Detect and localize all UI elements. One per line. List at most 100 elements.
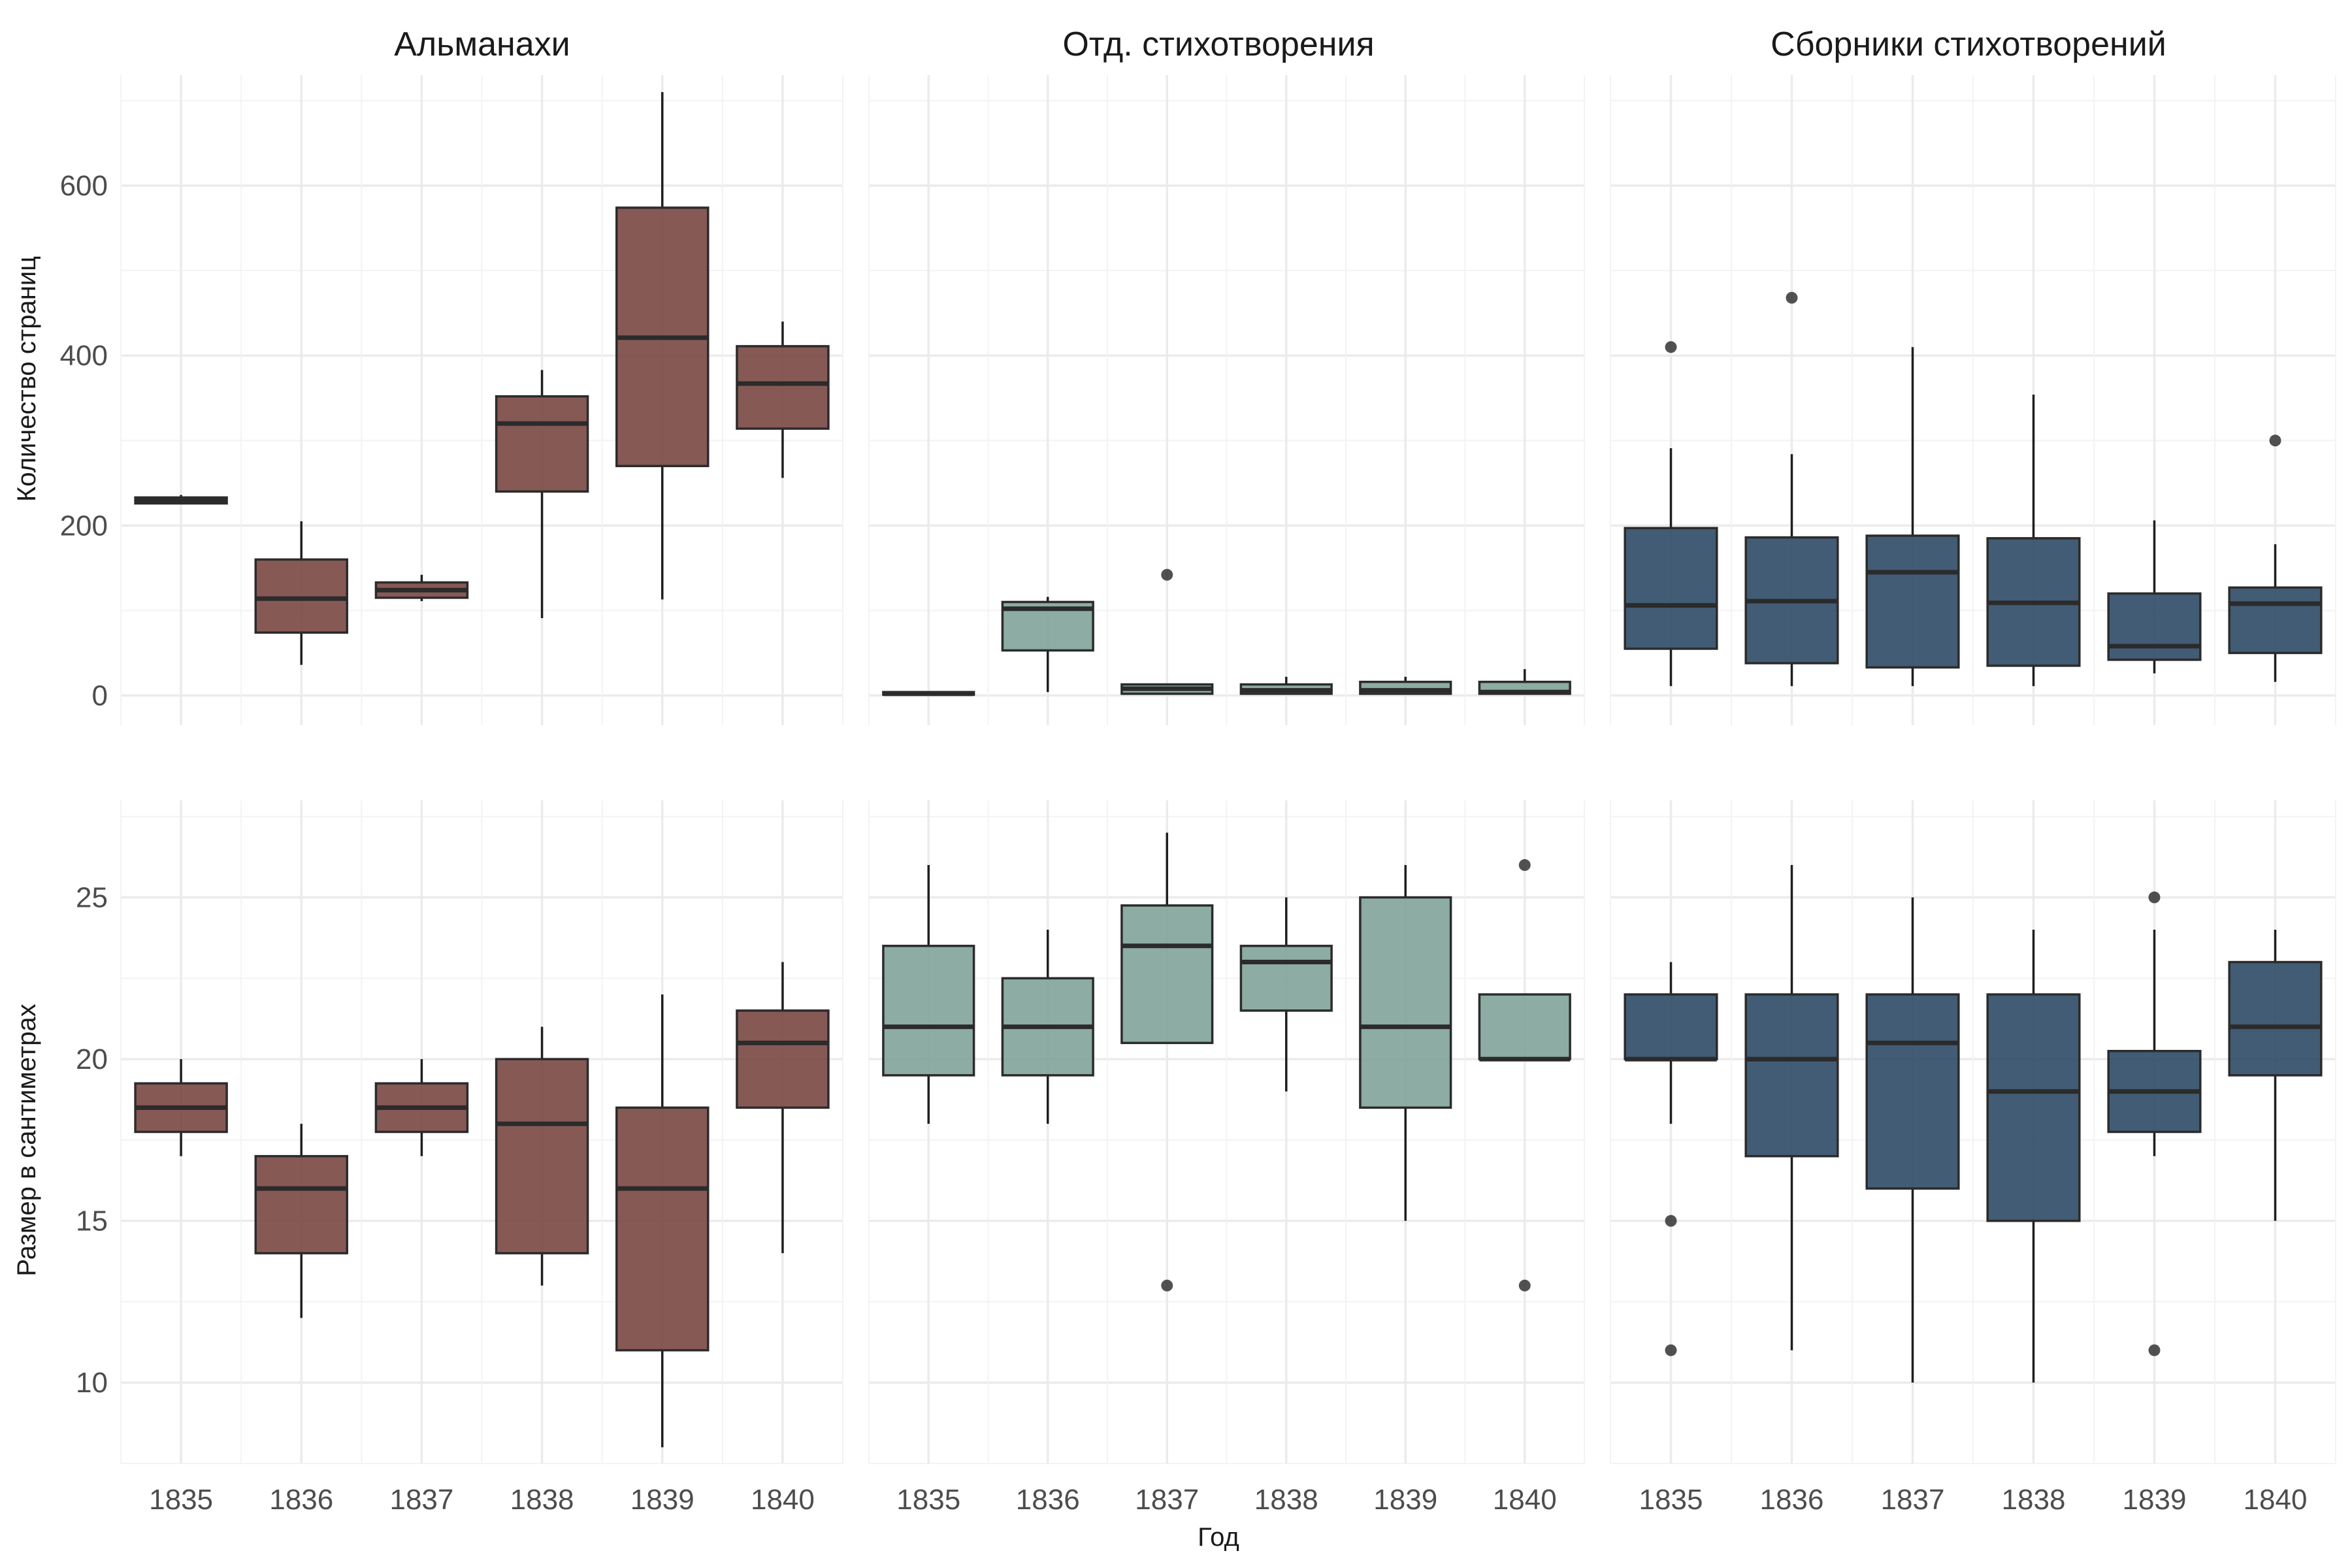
iqr-box [495, 1058, 589, 1254]
iqr-box [615, 1106, 710, 1352]
y-tick-label: 600 [60, 170, 108, 202]
box-1839 [1359, 865, 1452, 1221]
iqr-box [882, 945, 975, 1077]
box-1839 [2107, 520, 2202, 674]
box-1839 [1359, 676, 1452, 695]
marks-layer [134, 92, 2323, 1448]
y-axis-title-size: Размер в сантиметрах [12, 1004, 41, 1276]
iqr-box [495, 395, 589, 493]
iqr-box [1359, 896, 1452, 1109]
outlier-point [1518, 859, 1531, 872]
x-tick-label: 1838 [1254, 1484, 1318, 1516]
outlier-point [1786, 291, 1798, 304]
box-1840 [2228, 930, 2323, 1221]
outlier-point [2148, 1344, 2161, 1356]
x-tick-label: 1835 [1639, 1484, 1703, 1516]
iqr-box [736, 1009, 830, 1109]
x-tick-label: 1837 [389, 1484, 453, 1516]
box-1840 [736, 962, 830, 1254]
box-1836 [1001, 930, 1094, 1124]
box-1838 [495, 370, 589, 619]
box-1839 [615, 92, 710, 600]
box-1835 [1624, 341, 1718, 687]
x-tick-label: 1839 [2123, 1484, 2187, 1516]
box-1835 [882, 691, 975, 696]
x-tick-label: 1840 [1493, 1484, 1557, 1516]
x-tick-label: 1835 [149, 1484, 213, 1516]
facet-title-single-poems: Отд. стихотворения [1062, 25, 1374, 63]
box-1837 [374, 1059, 469, 1156]
box-1835 [1624, 962, 1718, 1356]
box-1836 [1744, 865, 1839, 1350]
iqr-box [1239, 945, 1333, 1012]
box-1835 [882, 865, 975, 1124]
box-1836 [254, 1124, 348, 1318]
box-1838 [495, 1026, 589, 1286]
iqr-box [2107, 592, 2202, 661]
outlier-point [2269, 434, 2281, 447]
x-axis-title: Год [1198, 1523, 1239, 1552]
box-1839 [615, 994, 710, 1448]
box-1838 [1239, 897, 1333, 1092]
outlier-point [1161, 568, 1173, 581]
outlier-point [1665, 1215, 1677, 1227]
iqr-box [2228, 586, 2323, 655]
y-tick-label: 20 [76, 1043, 108, 1075]
box-1836 [1001, 596, 1094, 693]
x-tick-label: 1836 [1760, 1484, 1824, 1516]
iqr-box [2228, 960, 2323, 1077]
box-1837 [1865, 347, 1960, 687]
facet-title-almanacs: Альманахи [394, 25, 570, 63]
x-tick-label: 1840 [751, 1484, 815, 1516]
iqr-box [1865, 534, 1960, 669]
iqr-box [1624, 527, 1718, 650]
outlier-point [1665, 341, 1677, 353]
box-1836 [254, 521, 348, 665]
x-tick-label: 1839 [630, 1484, 694, 1516]
x-tick-label: 1840 [2244, 1484, 2308, 1516]
y-tick-label: 200 [60, 510, 108, 542]
iqr-box [254, 1154, 348, 1254]
box-1836 [1744, 291, 1839, 687]
iqr-box [1120, 904, 1214, 1045]
y-tick-label: 400 [60, 340, 108, 372]
x-tick-label: 1836 [1016, 1484, 1080, 1516]
x-tick-label: 1838 [510, 1484, 574, 1516]
box-1835 [134, 495, 228, 505]
outlier-point [2148, 891, 2161, 904]
iqr-box [1624, 993, 1718, 1060]
box-1837 [1120, 832, 1214, 1292]
box-1839 [2107, 891, 2202, 1356]
x-tick-label: 1837 [1135, 1484, 1199, 1516]
box-1840 [1478, 859, 1571, 1292]
outlier-point [1518, 1279, 1531, 1292]
x-tick-label: 1839 [1373, 1484, 1437, 1516]
y-tick-label: 10 [76, 1367, 108, 1399]
box-1837 [1865, 897, 1960, 1383]
y-tick-label: 25 [76, 882, 108, 914]
box-1837 [1120, 568, 1214, 695]
x-tick-label: 1838 [2002, 1484, 2066, 1516]
x-tick-label: 1836 [269, 1484, 333, 1516]
iqr-box [1865, 993, 1960, 1190]
y-tick-label: 0 [92, 679, 108, 711]
iqr-box [1478, 993, 1571, 1060]
box-1837 [374, 574, 469, 602]
labels-layer: 0 200 400 600 10 15 20 25 1835 1836 1837 1838 1839 18… [60, 170, 2308, 1516]
x-tick-label: 1835 [896, 1484, 960, 1516]
facet-title-poetry-collections: Сборники стихотворений [1771, 25, 2166, 63]
outlier-point [1161, 1279, 1173, 1292]
iqr-box [254, 558, 348, 634]
iqr-box [1986, 993, 2081, 1222]
outlier-point [1665, 1344, 1677, 1356]
box-1840 [1478, 669, 1571, 695]
x-tick-label: 1837 [1881, 1484, 1945, 1516]
y-tick-label: 15 [76, 1205, 108, 1237]
iqr-box [1744, 993, 1839, 1158]
box-1840 [736, 321, 830, 478]
iqr-box [736, 345, 830, 430]
box-1838 [1986, 395, 2081, 687]
box-1838 [1239, 676, 1333, 695]
